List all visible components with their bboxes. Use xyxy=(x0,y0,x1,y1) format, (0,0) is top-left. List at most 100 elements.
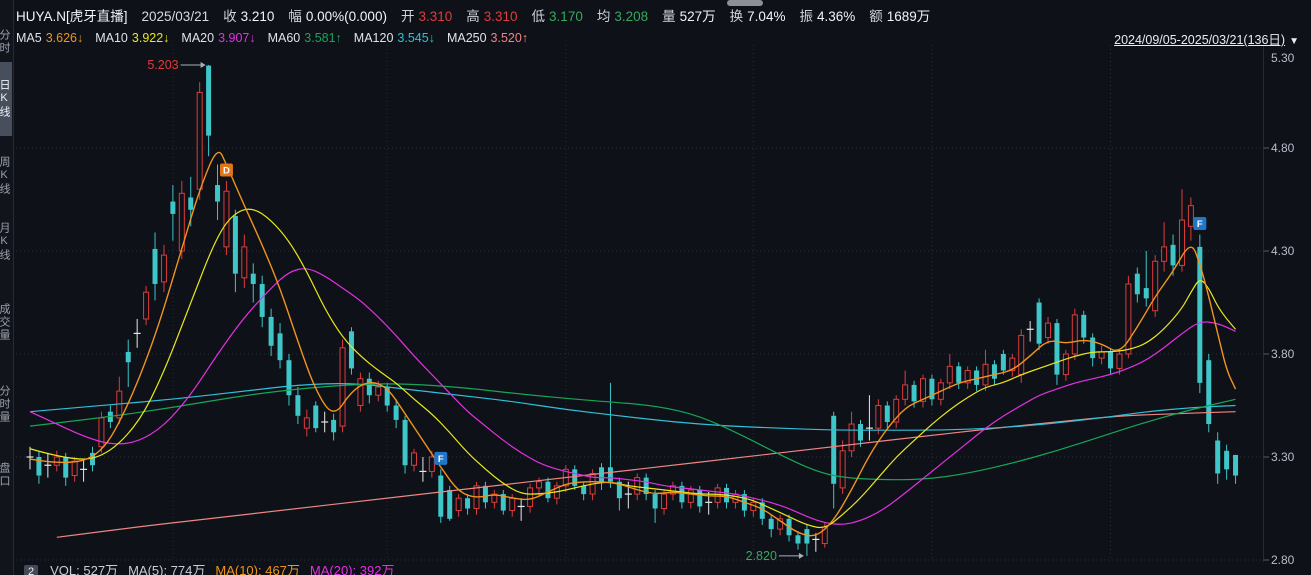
candle[interactable] xyxy=(777,514,784,536)
candle[interactable] xyxy=(1134,267,1140,303)
candle[interactable] xyxy=(133,318,141,348)
candle[interactable] xyxy=(160,244,167,293)
candle[interactable] xyxy=(71,457,78,482)
candle[interactable] xyxy=(348,327,354,375)
candle[interactable] xyxy=(1108,347,1114,375)
candle[interactable] xyxy=(366,372,372,404)
candle[interactable] xyxy=(652,489,658,523)
candle[interactable] xyxy=(313,401,319,433)
candle[interactable] xyxy=(438,469,444,523)
candle[interactable] xyxy=(63,452,69,486)
candle[interactable] xyxy=(964,366,971,390)
candle[interactable] xyxy=(206,64,212,157)
candle[interactable] xyxy=(384,382,390,412)
date-range-selector[interactable]: 2024/09/05-2025/03/21(136日) ▼ xyxy=(1114,29,1299,48)
candle[interactable] xyxy=(545,477,551,503)
candle[interactable] xyxy=(1009,354,1016,377)
candle[interactable] xyxy=(848,411,855,457)
candle[interactable] xyxy=(1197,234,1203,394)
candle[interactable] xyxy=(1090,333,1096,367)
candle[interactable] xyxy=(1125,275,1132,359)
candle[interactable] xyxy=(259,275,265,328)
candle[interactable] xyxy=(581,481,587,501)
candle[interactable] xyxy=(982,349,989,392)
candle[interactable] xyxy=(1206,354,1212,433)
sidebar-item-5[interactable]: 分时量 xyxy=(0,384,10,424)
candle[interactable] xyxy=(36,450,42,484)
scrollbar-thumb[interactable] xyxy=(727,0,763,6)
candle[interactable] xyxy=(768,514,774,538)
candle[interactable] xyxy=(517,498,525,521)
candle[interactable] xyxy=(357,372,364,412)
candle[interactable] xyxy=(1062,349,1069,381)
event-badge-F[interactable]: F xyxy=(1193,217,1207,231)
candle[interactable] xyxy=(991,360,997,385)
candle[interactable] xyxy=(491,489,498,509)
candle[interactable] xyxy=(1116,349,1123,375)
candle[interactable] xyxy=(393,399,399,429)
candle[interactable] xyxy=(616,477,622,511)
candle[interactable] xyxy=(268,308,274,357)
candle[interactable] xyxy=(839,440,846,495)
candle[interactable] xyxy=(90,446,96,472)
candle[interactable] xyxy=(661,489,668,515)
candle[interactable] xyxy=(804,524,810,556)
candle[interactable] xyxy=(1233,454,1239,484)
candle[interactable] xyxy=(44,452,52,478)
candle[interactable] xyxy=(321,411,329,433)
candle[interactable] xyxy=(26,446,34,470)
event-badge-F[interactable]: F xyxy=(434,451,448,465)
candle[interactable] xyxy=(553,481,560,505)
candle[interactable] xyxy=(277,323,283,369)
candle[interactable] xyxy=(812,533,820,552)
candle[interactable] xyxy=(759,498,765,525)
candle[interactable] xyxy=(599,463,605,490)
candle[interactable] xyxy=(500,489,506,515)
candle[interactable] xyxy=(303,409,310,437)
candle[interactable] xyxy=(1054,318,1060,385)
candle[interactable] xyxy=(170,185,176,241)
candle[interactable] xyxy=(643,473,649,501)
candle[interactable] xyxy=(473,481,480,515)
candle[interactable] xyxy=(53,450,60,472)
candle[interactable] xyxy=(1143,251,1149,307)
candle[interactable] xyxy=(893,395,900,429)
candle[interactable] xyxy=(331,413,337,441)
event-badge-D[interactable]: D xyxy=(219,163,233,177)
candle[interactable] xyxy=(152,232,158,301)
candle[interactable] xyxy=(875,399,882,435)
candle[interactable] xyxy=(1000,349,1006,375)
candle[interactable] xyxy=(795,531,801,550)
candle[interactable] xyxy=(465,494,471,515)
candle[interactable] xyxy=(1224,444,1230,480)
sidebar-item-1[interactable]: 日K线 xyxy=(0,62,12,136)
candle[interactable] xyxy=(1152,255,1159,317)
candle[interactable] xyxy=(1187,197,1194,241)
candle[interactable] xyxy=(572,465,578,490)
candle[interactable] xyxy=(956,362,962,390)
candle[interactable] xyxy=(250,263,256,303)
candle[interactable] xyxy=(1036,298,1042,350)
sidebar-item-0[interactable]: 分时 xyxy=(0,29,10,55)
candle[interactable] xyxy=(607,382,613,488)
candle[interactable] xyxy=(831,411,837,509)
candle[interactable] xyxy=(223,180,230,256)
dropdown-arrow-icon[interactable]: ▼ xyxy=(1289,36,1299,47)
candle[interactable] xyxy=(143,286,150,326)
candle[interactable] xyxy=(1098,345,1105,365)
candle[interactable] xyxy=(902,370,909,406)
candle[interactable] xyxy=(1161,222,1168,272)
sidebar-item-2[interactable]: 周K线 xyxy=(0,156,10,196)
candle[interactable] xyxy=(295,386,301,425)
date-range-text[interactable]: 2024/09/05-2025/03/21(136日) xyxy=(1114,33,1286,47)
candle[interactable] xyxy=(1081,310,1087,344)
candle[interactable] xyxy=(920,374,926,408)
candle[interactable] xyxy=(1045,316,1052,344)
candle[interactable] xyxy=(482,481,488,509)
candle[interactable] xyxy=(455,494,462,517)
candle[interactable] xyxy=(402,415,408,474)
candle[interactable] xyxy=(241,234,248,289)
candle[interactable] xyxy=(1170,234,1176,276)
candle[interactable] xyxy=(687,485,694,509)
